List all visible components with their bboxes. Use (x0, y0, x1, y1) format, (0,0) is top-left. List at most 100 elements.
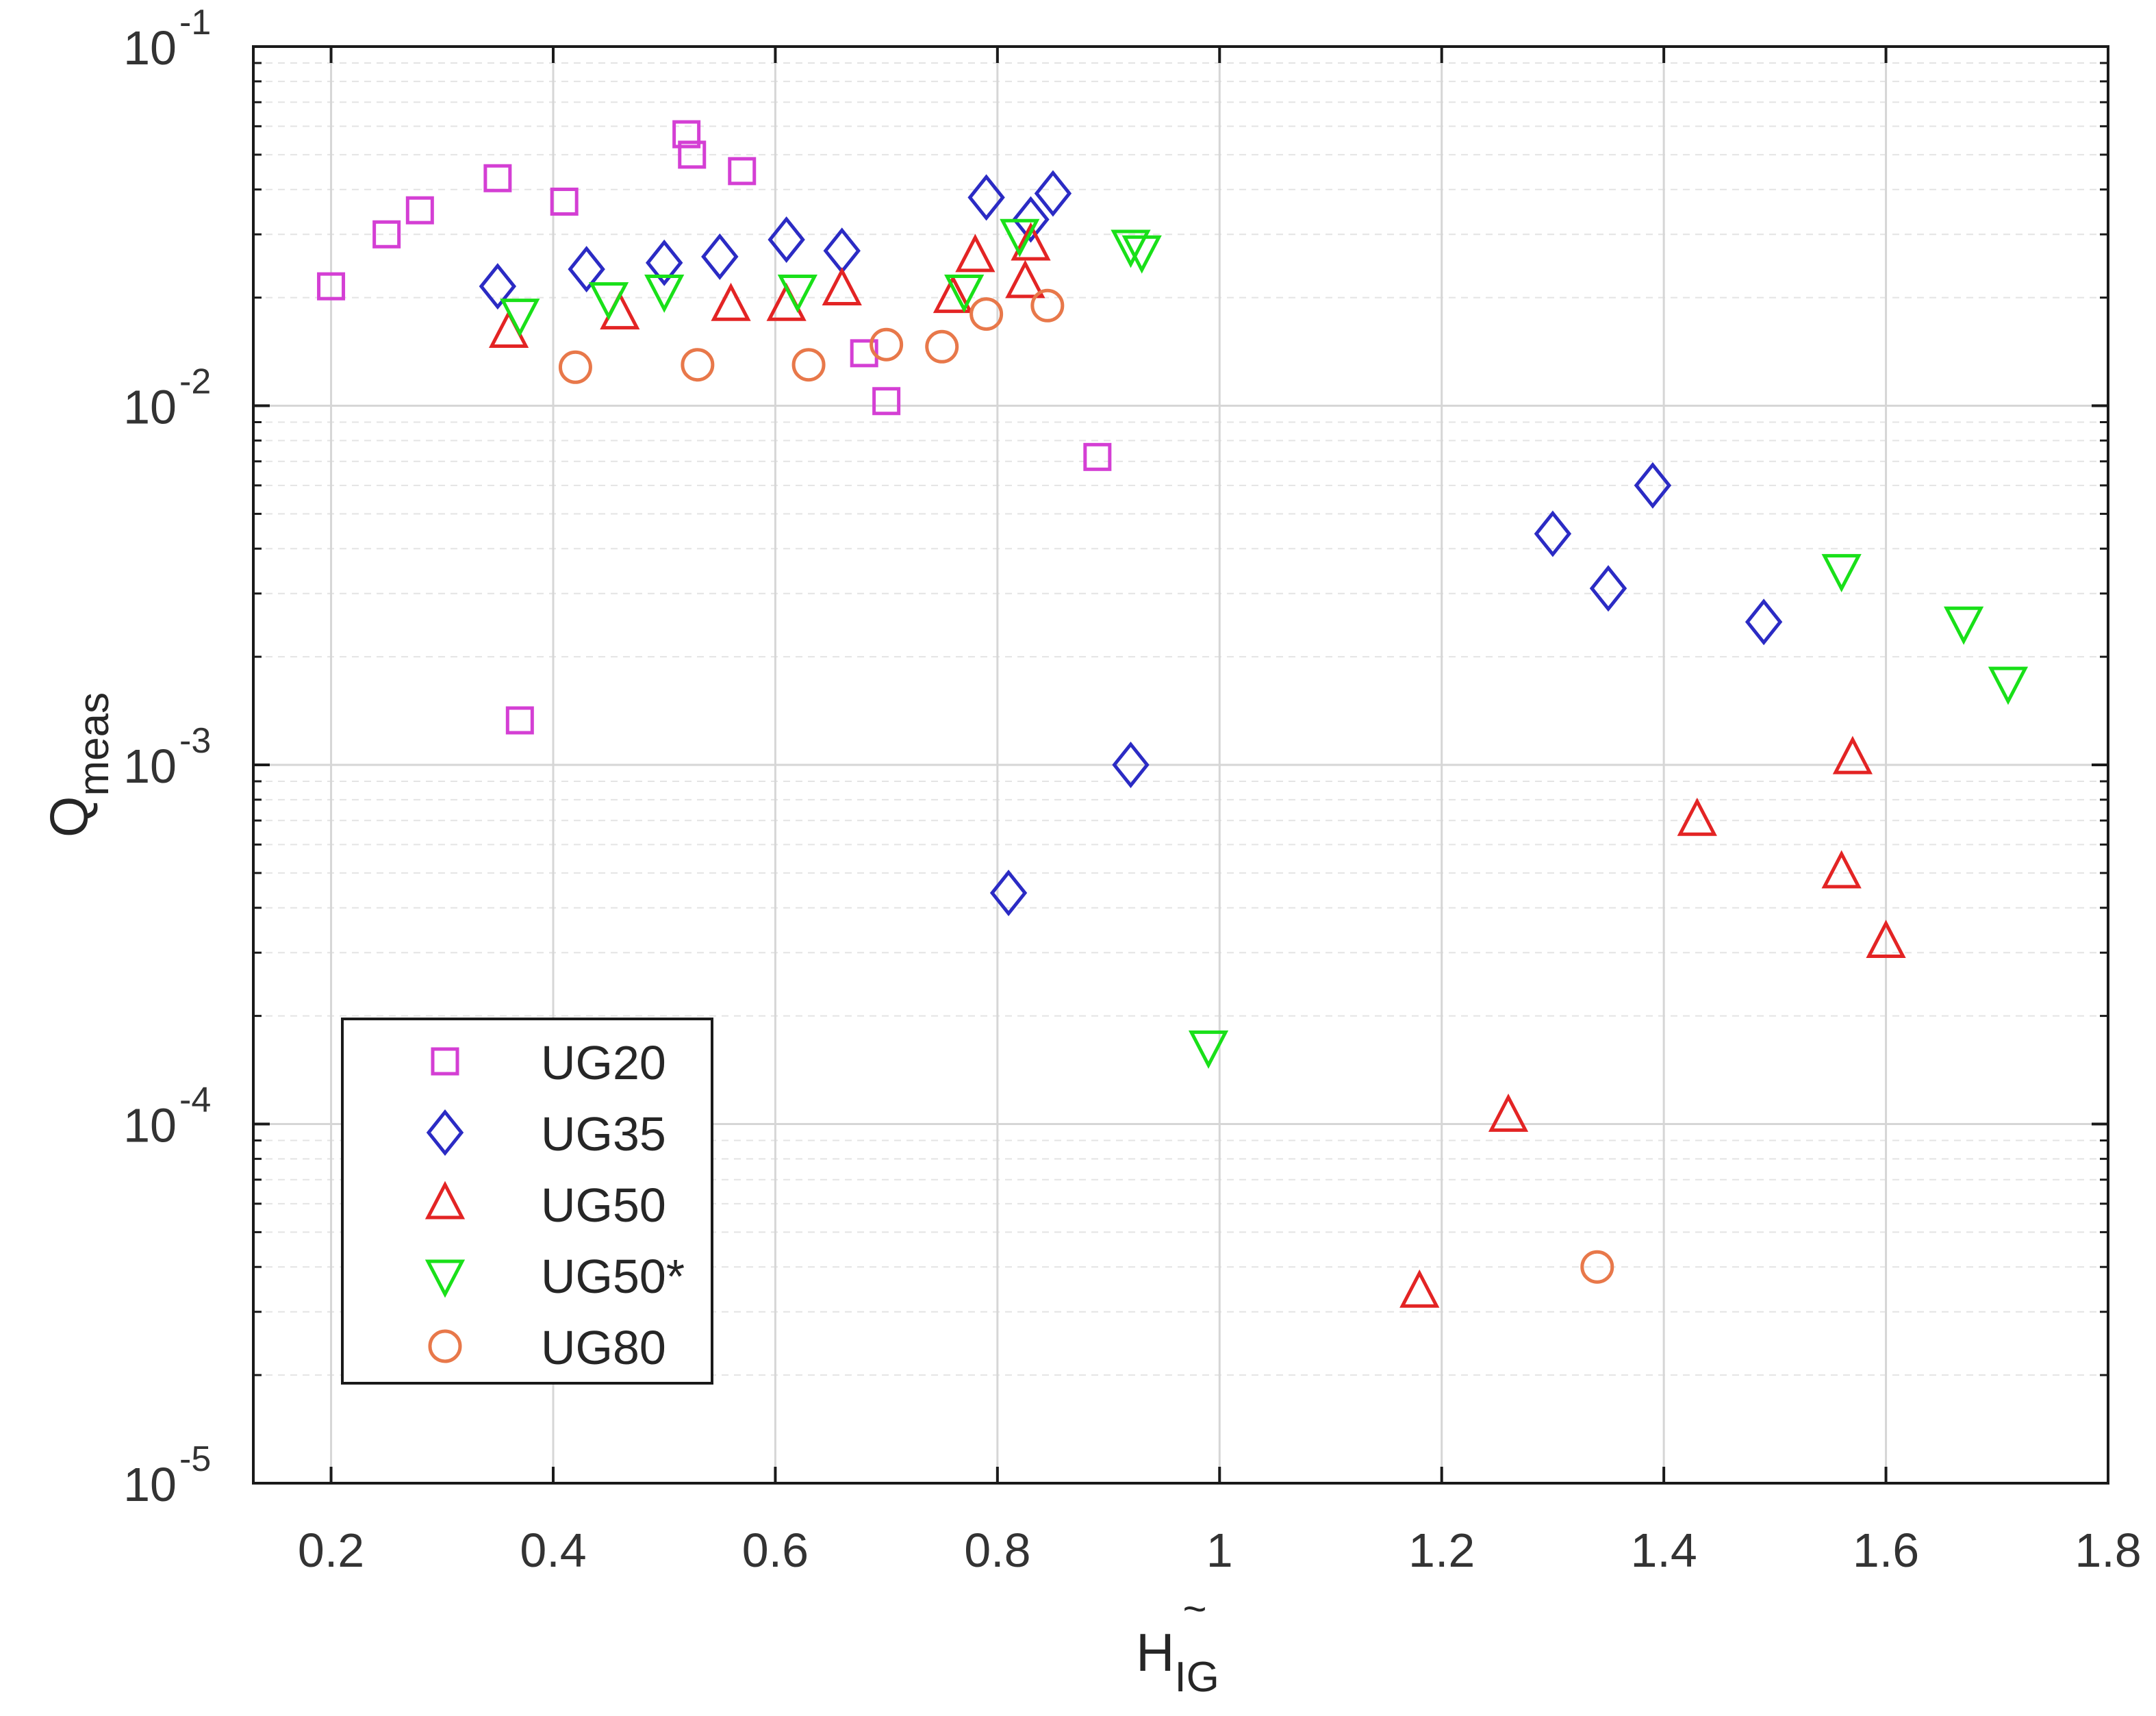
legend-entry: UG20 (431, 1036, 666, 1089)
data-point (568, 246, 605, 293)
data-point (822, 267, 862, 305)
data-point (1121, 235, 1162, 274)
legend: UG20 UG35 UG50 UG50* UG80 (341, 1018, 713, 1385)
y-tick-label: 10 (123, 21, 177, 75)
data-point (678, 140, 707, 169)
data-point (1677, 797, 1717, 836)
data-point (955, 234, 995, 273)
data-point (1832, 735, 1873, 774)
data-point (768, 216, 805, 263)
y-tick-label-base: 10 (123, 381, 177, 434)
legend-entry: UG80 (428, 1321, 666, 1374)
x-tick-labels: 0.2 0.4 0.6 0.8 1 1.2 1.4 1.6 1.8 (298, 1524, 2142, 1577)
y-tick-label: 10 (123, 381, 177, 434)
data-point (1821, 554, 1862, 593)
data-point (1589, 565, 1627, 612)
legend-entry: UG50* (424, 1250, 685, 1303)
data-point (870, 327, 904, 362)
data-point (701, 233, 739, 280)
legend-marker (428, 1329, 462, 1363)
data-point (1988, 666, 2029, 705)
legend-entry: UG50 (424, 1178, 666, 1232)
y-tick-label-exponent: -5 (179, 1439, 211, 1479)
data-point (1534, 510, 1572, 557)
data-point (1188, 1030, 1229, 1069)
data-point (1005, 260, 1045, 299)
x-tick-label: 1.6 (1853, 1524, 1919, 1577)
legend-marker (426, 1109, 464, 1157)
data-point (372, 220, 401, 249)
legend-box (341, 1018, 713, 1385)
data-point (1083, 442, 1112, 471)
y-tick-label-exponent: -2 (179, 362, 211, 402)
data-point (1580, 1250, 1614, 1284)
series-ug50-star (500, 218, 2029, 1069)
data-point (1000, 218, 1040, 257)
legend-label: UG20 (541, 1036, 666, 1089)
y-tick-label-exponent: -4 (179, 1081, 211, 1120)
data-point (1011, 222, 1051, 261)
data-point (791, 348, 826, 382)
y-tick-label-exponent: -3 (179, 721, 211, 761)
y-tick-label: 10 (123, 1458, 177, 1511)
data-point (1399, 1269, 1440, 1308)
data-point (644, 274, 685, 313)
data-point (728, 157, 757, 186)
series-ug20 (317, 120, 1112, 735)
x-axis-title-subscript: IG (1174, 1654, 1219, 1701)
data-point (925, 329, 959, 364)
x-tick-label: 1 (1206, 1524, 1233, 1577)
data-point (1112, 741, 1150, 789)
data-point (1012, 196, 1050, 243)
data-point (317, 272, 346, 301)
data-points (317, 120, 2029, 1308)
data-point (1821, 850, 1862, 889)
data-point (588, 282, 629, 321)
data-point (933, 275, 974, 314)
data-point (1034, 170, 1072, 217)
y-tick-label-exponent: -1 (179, 3, 211, 42)
data-point (672, 120, 701, 149)
data-point (850, 339, 878, 368)
data-point (1866, 920, 1906, 959)
legend-label: UG35 (541, 1107, 666, 1161)
series-ug80 (558, 288, 1614, 1284)
y-tick-label: 10 (123, 1099, 177, 1152)
data-point (1634, 462, 1672, 509)
y-tick-label-base: 10 (123, 21, 177, 75)
legend-entry: UG35 (426, 1107, 666, 1161)
x-tick-label: 0.8 (964, 1524, 1030, 1577)
x-tick-label: 0.2 (298, 1524, 364, 1577)
legend-label: UG50 (541, 1178, 666, 1232)
x-tick-label: 1.4 (1630, 1524, 1697, 1577)
y-tick-label-base: 10 (123, 1458, 177, 1511)
x-tick-label: 0.6 (742, 1524, 809, 1577)
data-point (558, 350, 592, 384)
legend-marker (424, 1181, 466, 1220)
x-tick-label: 0.4 (520, 1524, 586, 1577)
data-point (479, 263, 517, 310)
legend-marker (431, 1047, 459, 1076)
data-point (967, 174, 1005, 221)
data-point (681, 348, 715, 382)
y-tick-labels: 10-110-210-310-410-5 (123, 3, 211, 1511)
y-axis-title-base: Q (39, 796, 99, 837)
data-point (1943, 606, 1984, 645)
data-point (944, 274, 985, 313)
y-axis-title-subscript: meas (71, 692, 118, 796)
data-point (505, 706, 534, 735)
y-tick-label-base: 10 (123, 740, 177, 793)
data-point (777, 274, 817, 313)
axis-ticks (253, 45, 2109, 1485)
y-tick-label-base: 10 (123, 1099, 177, 1152)
data-point (989, 870, 1028, 917)
legend-marker (424, 1259, 466, 1298)
data-point (645, 239, 683, 286)
x-tick-label: 1.2 (1408, 1524, 1475, 1577)
data-point (1111, 229, 1151, 268)
data-point (711, 282, 751, 321)
data-point (405, 196, 434, 225)
data-point (1030, 288, 1065, 323)
data-point (1488, 1093, 1529, 1132)
